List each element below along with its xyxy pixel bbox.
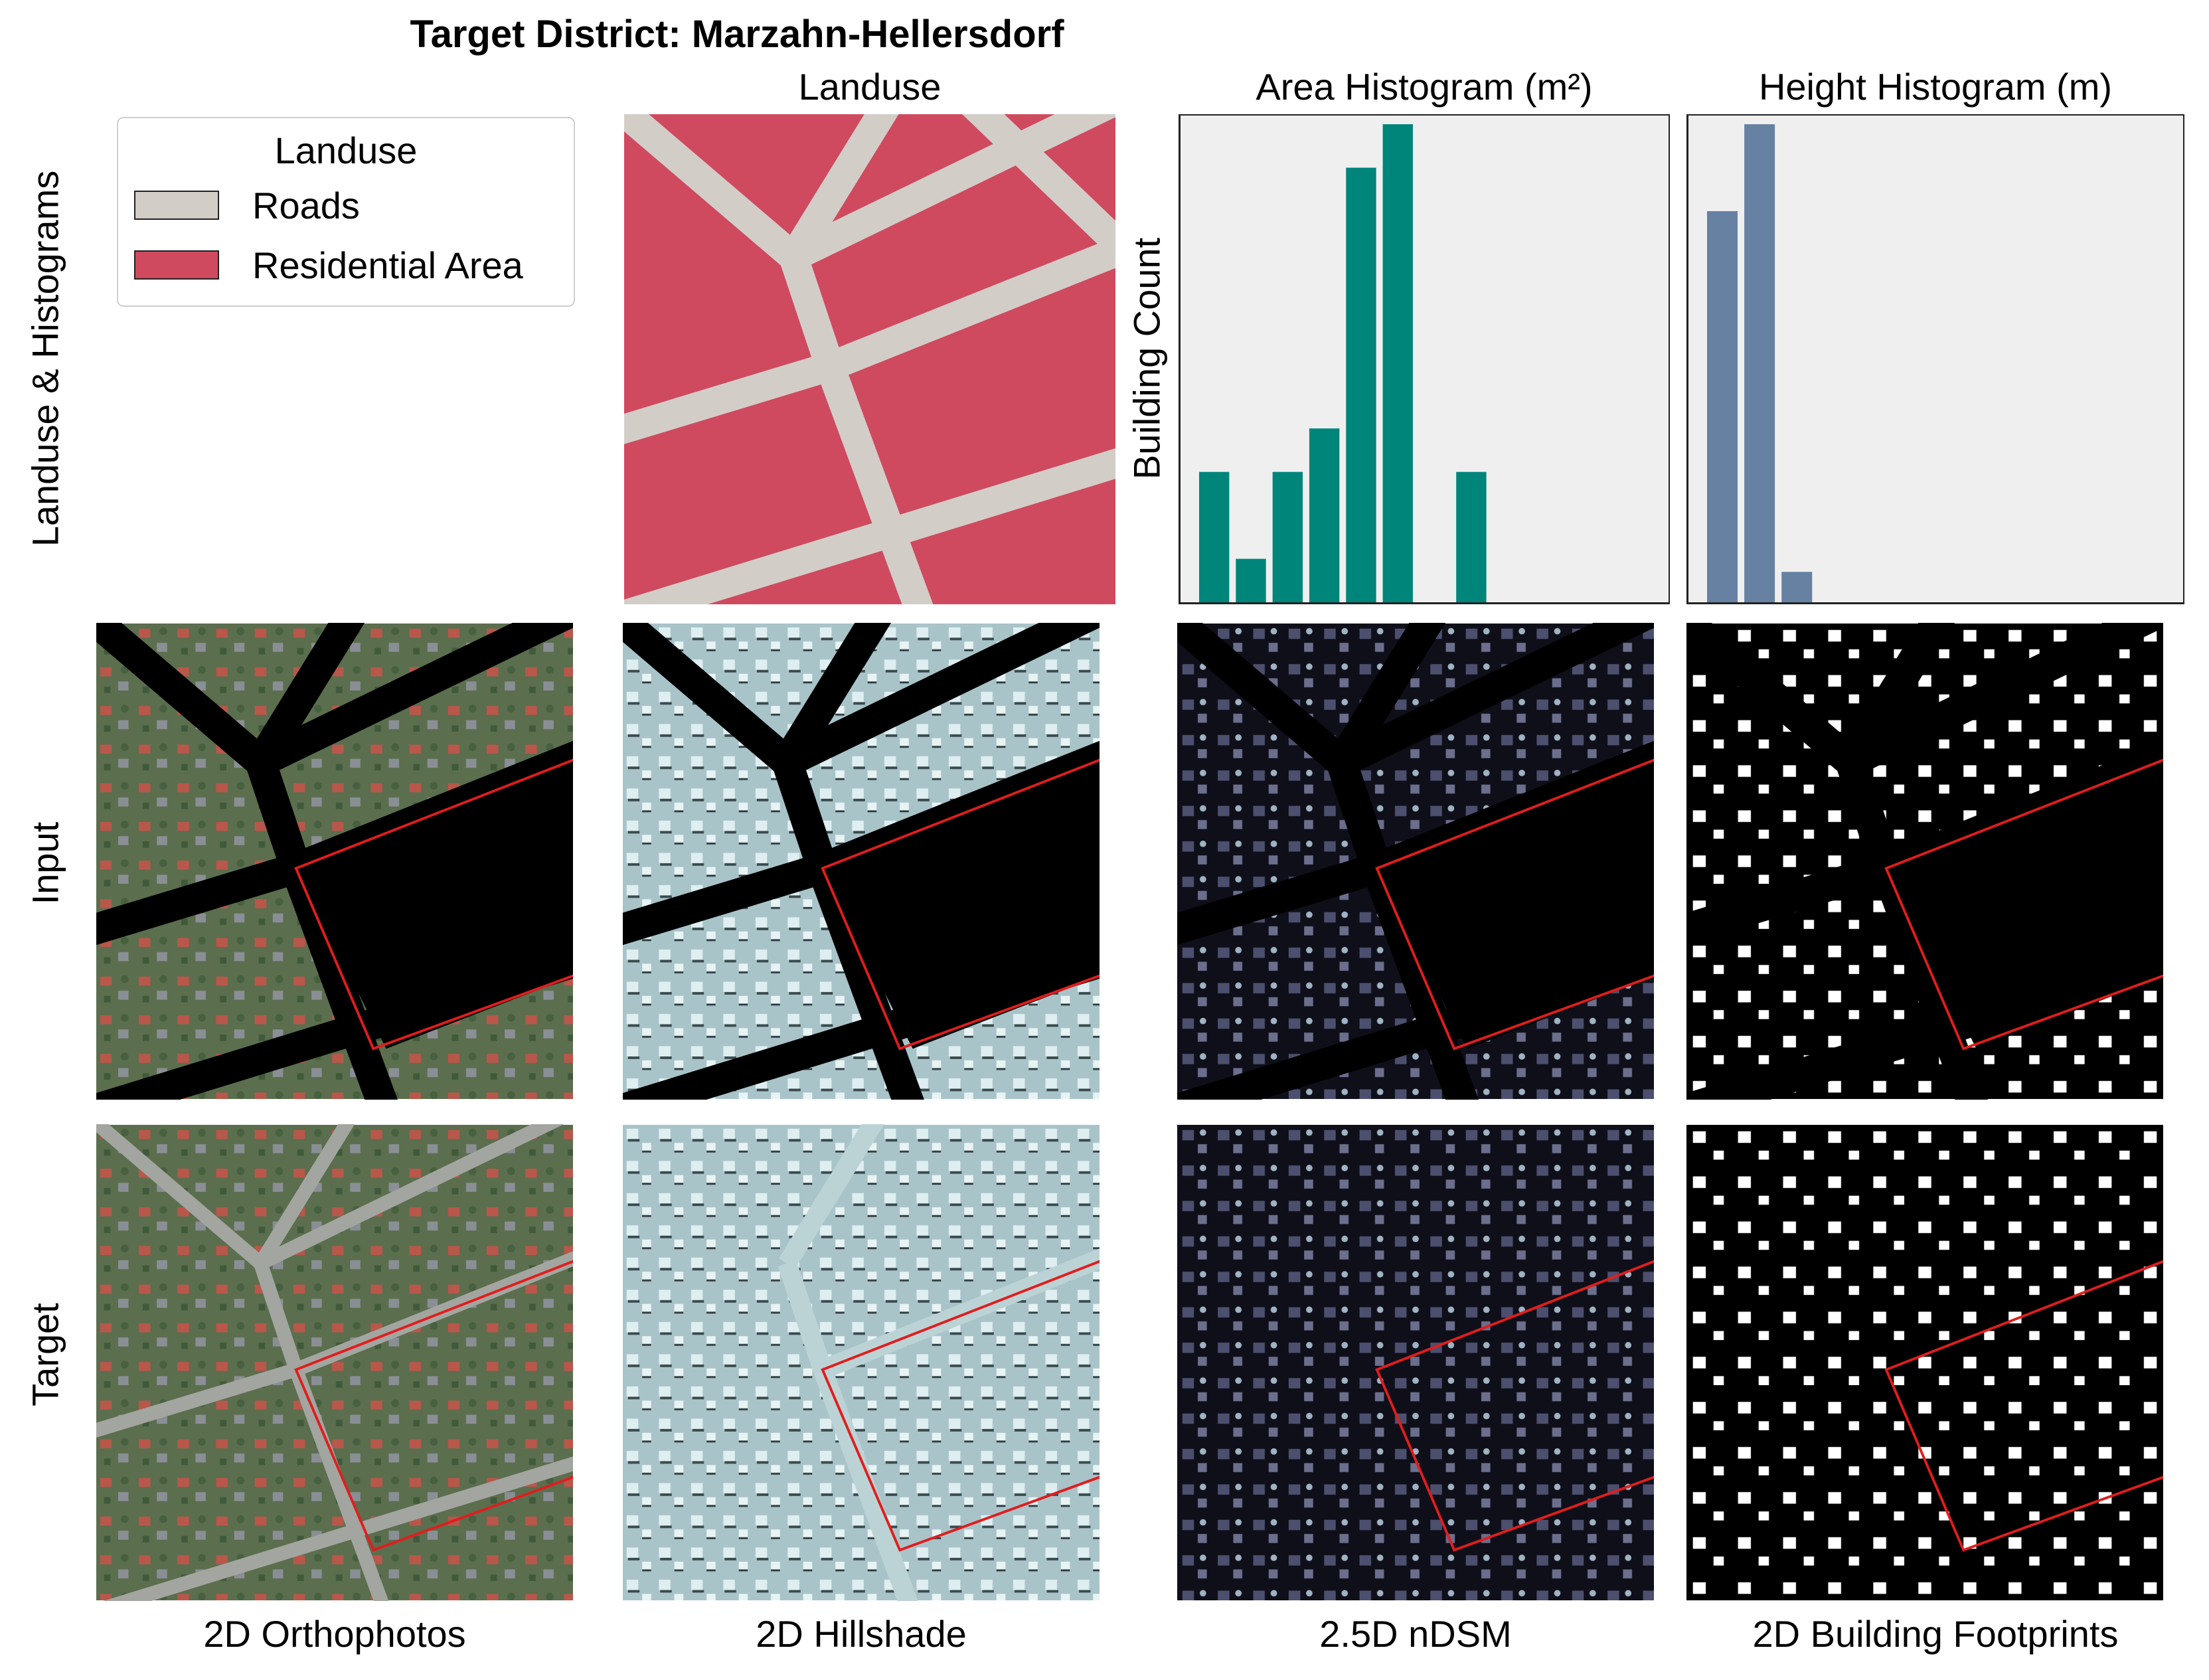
- legend-item-residential: Residential Area: [134, 244, 523, 286]
- ndsm-target: [1177, 1124, 1654, 1601]
- height-histogram-bar-2: [1781, 572, 1813, 602]
- column-label-orthophotos: 2D Orthophotos: [203, 1613, 466, 1655]
- column-label-ndsm: 2.5D nDSM: [1319, 1613, 1512, 1655]
- area-histogram-bar-0: [1199, 471, 1230, 602]
- row-label-target: Target: [24, 1303, 66, 1406]
- area-histogram-bar-1: [1236, 558, 1266, 602]
- area-histogram-title: Area Histogram (m²): [1256, 66, 1593, 108]
- orthophoto-input: [96, 623, 573, 1100]
- landuse-legend: Landuse Roads Residential Area: [117, 117, 575, 307]
- column-label-footprints: 2D Building Footprints: [1752, 1613, 2119, 1655]
- landuse-column-title: Landuse: [798, 66, 941, 108]
- area-histogram-bar-7: [1456, 471, 1487, 602]
- area-histogram-bar-5: [1382, 124, 1413, 602]
- legend-label-roads: Roads: [252, 184, 360, 226]
- row-label-landuse-histograms: Landuse & Histograms: [24, 170, 66, 547]
- height-histogram-svg: [1707, 124, 1813, 602]
- hillshade-input: [623, 623, 1100, 1100]
- ndsm-input: [1177, 623, 1654, 1100]
- area-histogram-bar-3: [1309, 428, 1340, 602]
- hillshade-target: [623, 1124, 1100, 1601]
- residential-swatch: [134, 250, 219, 280]
- height-histogram-title: Height Histogram (m): [1758, 66, 2113, 108]
- landuse-map: [624, 114, 1115, 604]
- area-histogram-bar-2: [1272, 471, 1303, 602]
- area-histogram-ylabel: Building Count: [1125, 237, 1168, 480]
- footprints-target: [1686, 1124, 2163, 1601]
- height-histogram-bar-1: [1744, 124, 1775, 602]
- legend-label-residential: Residential Area: [252, 244, 523, 286]
- area-histogram-svg: [1199, 124, 1487, 602]
- area-histogram-plot: [1179, 114, 1670, 604]
- roads-swatch: [134, 191, 219, 220]
- row-label-input: Input: [24, 821, 66, 905]
- footprints-input: [1686, 623, 2163, 1100]
- orthophoto-target: [96, 1124, 573, 1601]
- figure-title: Target District: Marzahn-Hellersdorf: [410, 13, 1064, 56]
- height-histogram-bar-0: [1707, 210, 1738, 602]
- legend-item-roads: Roads: [134, 185, 360, 226]
- column-label-hillshade: 2D Hillshade: [756, 1613, 967, 1655]
- area-histogram-bar-4: [1346, 167, 1376, 602]
- height-histogram-plot: [1686, 114, 2184, 604]
- legend-title: Landuse: [274, 129, 418, 171]
